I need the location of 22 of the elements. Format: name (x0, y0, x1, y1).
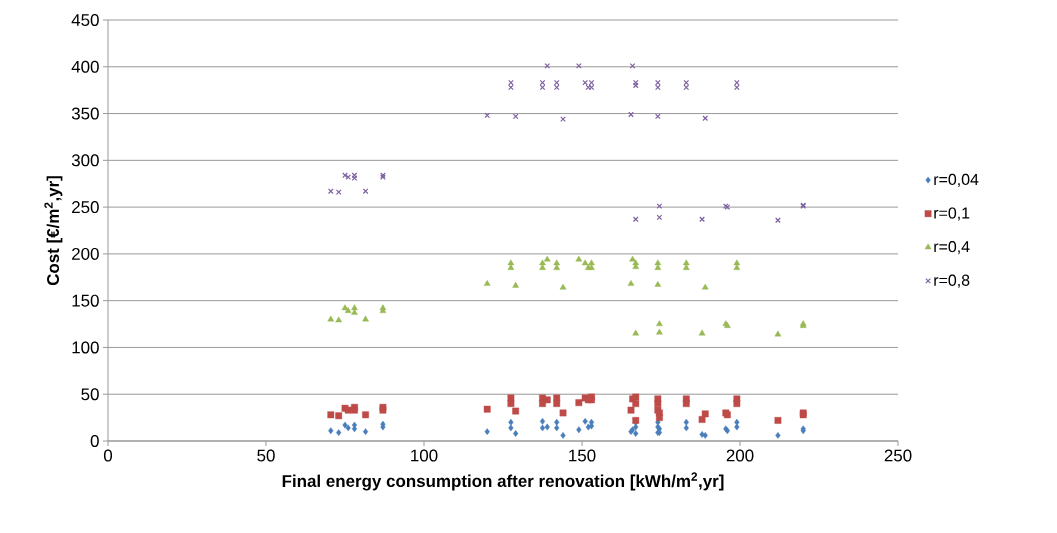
legend-label: r=0,4 (934, 241, 970, 255)
x-tick-label: 250 (884, 449, 912, 462)
x-tick-label: 200 (726, 449, 754, 462)
x-tick-label: 50 (257, 449, 275, 462)
y-tick-label: 150 (72, 294, 99, 307)
x-tick-label: 0 (103, 449, 113, 462)
y-tick-label: 350 (71, 107, 99, 120)
x-tick-label: 150 (569, 449, 596, 462)
y-tick-label: 100 (72, 341, 99, 354)
legend-label: r=0,8 (934, 274, 970, 288)
y-tick-label: 250 (72, 201, 99, 214)
y-tick-label: 300 (71, 154, 99, 167)
legend-label: r=0,1 (934, 207, 970, 221)
y-tick-label: 0 (90, 435, 99, 447)
y-axis-title: Cost [€/m$^{2}$,yr] (44, 176, 63, 286)
y-tick-label: 50 (81, 388, 99, 401)
y-tick-label: 400 (71, 60, 99, 73)
x-axis-title: Final energy consumption after renovation [kWh/m$^{2}$,yr] (282, 472, 724, 491)
y-tick-label: 200 (72, 247, 99, 260)
legend-label: r=0,04 (934, 173, 979, 187)
x-tick-label: 100 (411, 449, 438, 462)
y-tick-label: 450 (71, 14, 99, 26)
